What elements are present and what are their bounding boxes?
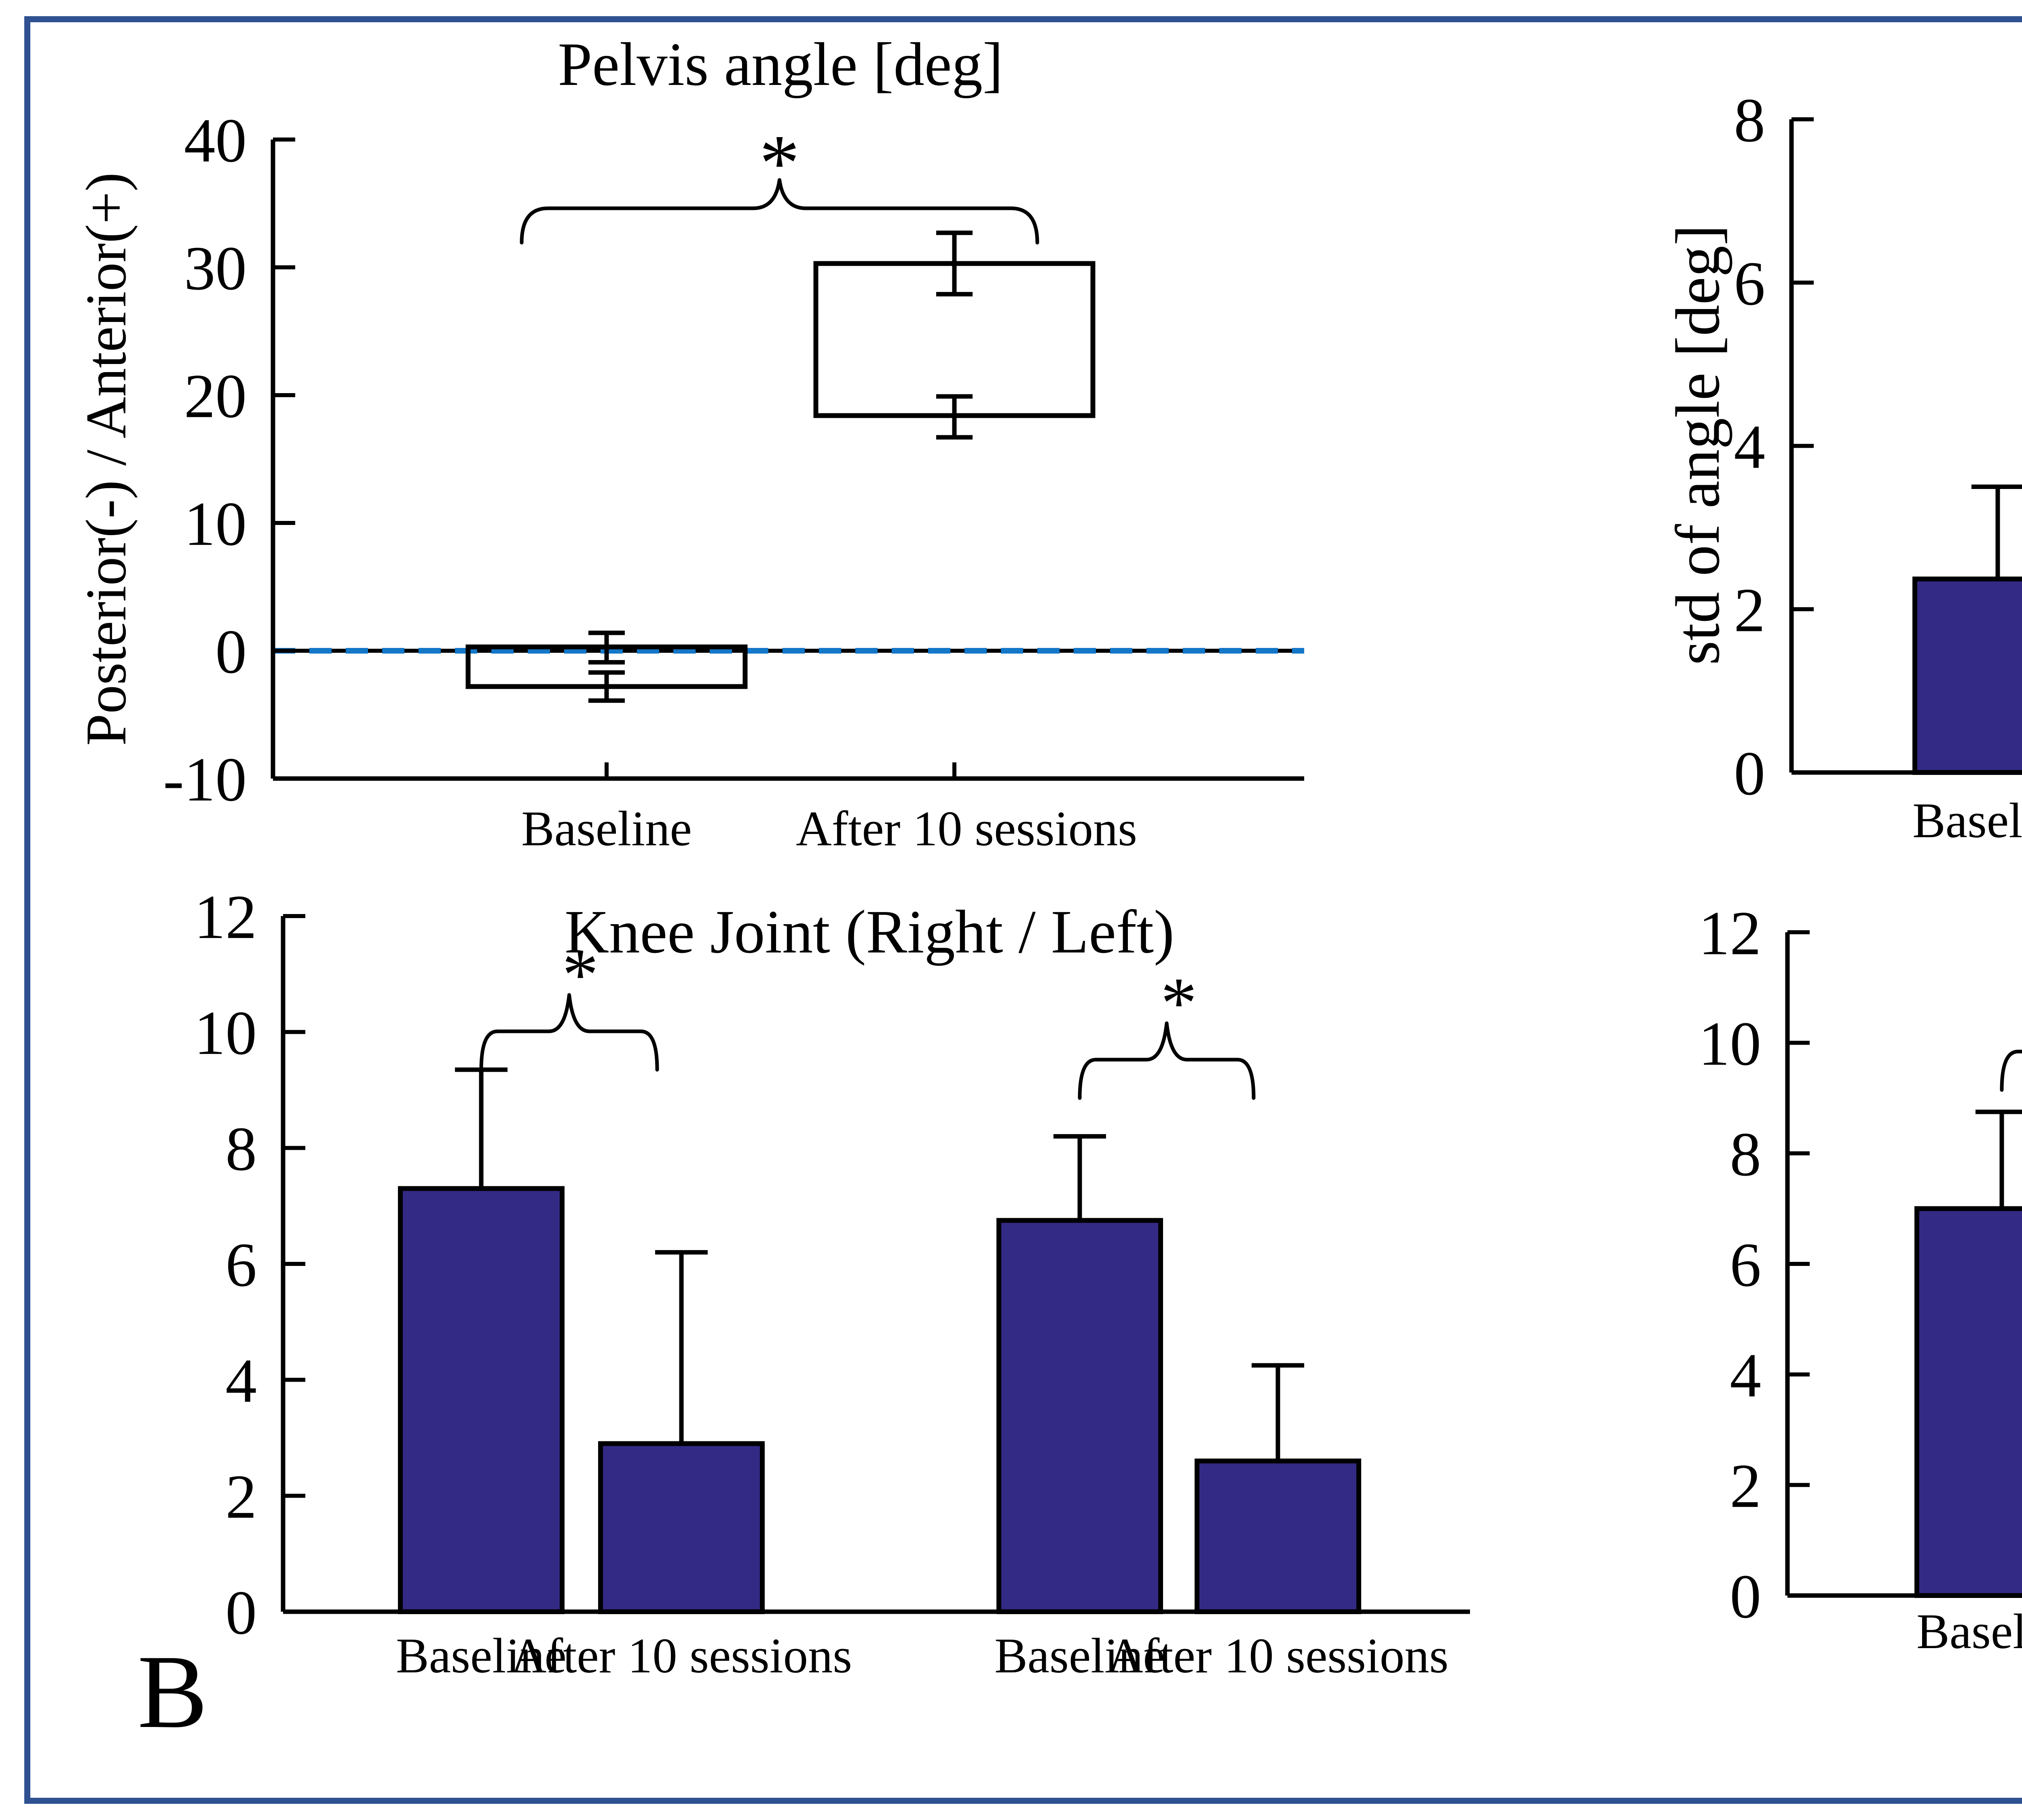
y-axis-label: std of angle [deg] [1663,225,1732,665]
y-axis-label: Posterior(-) / Anterior(+) [74,172,138,746]
x-category-label: Baseline [396,1629,567,1683]
bar-4 [1195,1458,1361,1615]
y-tick-label: 40 [184,106,247,175]
y-tick-label: 10 [194,998,257,1068]
y-tick-label: 10 [1698,1009,1761,1079]
y-tick-label: 2 [1734,576,1766,645]
bar-1 [1912,576,2022,775]
bar-1 [1914,1206,2022,1598]
y-tick-label: 0 [216,617,247,686]
significance-brace [520,178,1039,245]
y-tick-label: 0 [1730,1562,1762,1631]
bar-2 [598,1441,765,1614]
x-category-label: Baseline [1912,794,2022,848]
y-tick-label: 4 [226,1346,257,1416]
x-category-label: Baseline [994,1629,1165,1683]
x-category-label: Baseline [521,802,692,856]
significance-asterisk: * [562,934,599,1015]
y-tick-label: 6 [1730,1230,1762,1299]
y-tick-label: 12 [1698,898,1761,968]
y-tick-label: 12 [194,882,257,952]
y-tick-label: 4 [1730,1341,1762,1410]
y-tick-label: 4 [1734,412,1766,482]
y-tick-label: 30 [184,233,247,303]
y-tick-label: 8 [1730,1120,1762,1189]
y-tick-label: 6 [226,1230,257,1299]
x-category-label: After 10 sessions [1107,1629,1449,1683]
x-category-label: After 10 sessions [796,802,1137,856]
y-tick-label: 10 [184,489,247,559]
significance-asterisk: * [759,119,800,208]
chart-title: Knee Joint (Right / Left) [565,897,1174,966]
y-tick-label: 0 [1734,739,1766,808]
y-tick-label: 8 [226,1114,257,1184]
y-tick-label: -10 [163,745,247,814]
y-tick-label: 6 [1734,249,1766,318]
pelvis-angle-chart: * Baseline After 10 sessions 40 30 20 10 0 -10 Pe… [74,30,1304,856]
y-tick-label: 8 [1734,85,1766,155]
y-tick-label: 0 [226,1578,257,1647]
x-category-label: After 10 sessions [511,1629,852,1683]
x-category-label: Baseline [1916,1604,2022,1659]
significance-brace [1078,1021,1256,1100]
chart-title: Pelvis angle [deg] [558,30,1003,98]
bar-3 [996,1218,1163,1614]
significance-brace [2000,1050,2022,1092]
y-tick-label: 2 [226,1462,257,1532]
y-tick-label: 2 [1730,1451,1762,1521]
y-tick-label: 20 [184,361,247,431]
panel-label: B [137,1636,208,1751]
significance-brace [479,993,659,1072]
bar-1 [398,1186,565,1614]
significance-asterisk: * [1161,963,1197,1043]
